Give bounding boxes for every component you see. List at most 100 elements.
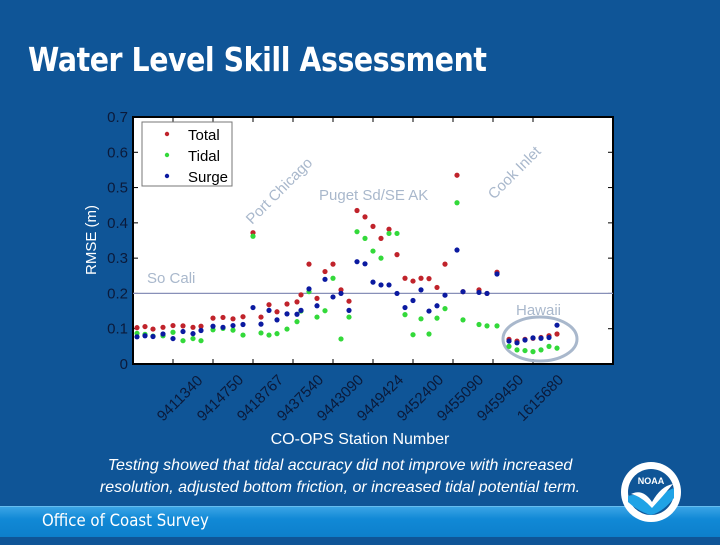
data-point-surge bbox=[170, 335, 176, 342]
data-point-tidal bbox=[198, 338, 204, 344]
data-point-total bbox=[442, 261, 448, 267]
y-tick-label: 0 bbox=[120, 356, 128, 373]
data-point-total bbox=[230, 316, 236, 322]
y-tick-label: 0.6 bbox=[107, 144, 128, 161]
y-tick-label: 0.7 bbox=[107, 109, 128, 126]
annotation-label: Puget Sd/SE AK bbox=[319, 187, 428, 204]
data-point-tidal bbox=[538, 347, 544, 353]
data-point-tidal bbox=[484, 323, 490, 329]
data-point-total bbox=[294, 299, 300, 305]
data-point-tidal bbox=[546, 343, 552, 349]
data-point-surge bbox=[394, 290, 400, 297]
data-point-surge bbox=[258, 321, 264, 327]
data-point-surge bbox=[330, 294, 336, 300]
data-point-surge bbox=[142, 333, 148, 339]
data-point-surge bbox=[554, 322, 560, 328]
data-point-tidal bbox=[322, 308, 328, 314]
data-point-surge bbox=[386, 282, 392, 288]
data-point-tidal bbox=[230, 327, 236, 333]
data-point-tidal bbox=[284, 326, 290, 332]
data-point-total bbox=[220, 314, 226, 321]
data-point-surge bbox=[402, 304, 408, 311]
data-point-tidal bbox=[378, 255, 384, 261]
data-point-surge bbox=[442, 292, 448, 298]
legend-label: Total bbox=[188, 127, 220, 144]
caption: Testing showed that tidal accuracy did n… bbox=[40, 455, 640, 499]
data-point-surge bbox=[266, 307, 272, 313]
y-axis-title: RMSE (m) bbox=[83, 205, 100, 275]
data-point-total bbox=[454, 172, 460, 178]
data-point-total bbox=[180, 323, 186, 329]
data-point-tidal bbox=[294, 319, 300, 325]
legend-label: Tidal bbox=[188, 148, 220, 165]
data-point-total bbox=[410, 278, 416, 284]
data-point-tidal bbox=[170, 329, 176, 335]
data-point-tidal bbox=[506, 343, 512, 349]
data-point-surge bbox=[134, 334, 140, 340]
data-point-total bbox=[354, 207, 360, 214]
data-point-surge bbox=[418, 287, 424, 293]
hawaii-highlight-ellipse bbox=[501, 315, 579, 363]
footer-label: Office of Coast Survey bbox=[42, 511, 209, 531]
y-tick-label: 0.3 bbox=[107, 250, 128, 267]
data-point-surge bbox=[180, 328, 186, 335]
data-point-tidal bbox=[442, 306, 448, 312]
data-point-total bbox=[434, 284, 440, 291]
data-point-surge bbox=[284, 311, 290, 317]
data-point-total bbox=[198, 323, 204, 329]
data-point-surge bbox=[294, 311, 300, 317]
y-tick-label: 0.5 bbox=[107, 180, 128, 197]
data-point-tidal bbox=[266, 332, 272, 338]
data-point-surge bbox=[160, 331, 166, 337]
data-point-tidal bbox=[434, 315, 440, 321]
data-point-tidal bbox=[274, 331, 280, 337]
data-point-surge bbox=[190, 331, 196, 337]
data-point-total bbox=[394, 252, 400, 258]
data-point-total bbox=[240, 314, 246, 320]
data-point-surge bbox=[546, 334, 552, 341]
data-point-total bbox=[266, 302, 272, 308]
data-point-surge bbox=[484, 290, 490, 297]
data-point-tidal bbox=[180, 338, 186, 344]
data-point-tidal bbox=[386, 230, 392, 237]
data-point-surge bbox=[346, 307, 352, 313]
data-point-surge bbox=[370, 279, 376, 285]
data-point-total bbox=[306, 261, 312, 267]
data-point-surge bbox=[426, 308, 432, 314]
svg-text:NOAA: NOAA bbox=[638, 476, 665, 486]
data-points bbox=[134, 172, 560, 355]
data-point-surge bbox=[250, 304, 256, 311]
data-point-total bbox=[258, 314, 264, 320]
slide-title: Water Level Skill Assessment bbox=[28, 40, 487, 79]
data-point-tidal bbox=[410, 332, 416, 338]
data-point-tidal bbox=[190, 335, 196, 342]
data-point-surge bbox=[150, 333, 156, 340]
data-point-surge bbox=[514, 340, 520, 346]
data-point-total bbox=[298, 292, 304, 298]
data-point-surge bbox=[362, 261, 368, 267]
data-point-surge bbox=[506, 338, 512, 344]
noaa-logo-icon: NOAA bbox=[621, 462, 681, 522]
data-point-surge bbox=[198, 327, 204, 334]
data-point-surge bbox=[210, 323, 216, 329]
data-point-surge bbox=[306, 286, 312, 292]
data-point-total bbox=[134, 325, 140, 331]
data-point-surge bbox=[494, 271, 500, 277]
data-point-surge bbox=[274, 317, 280, 323]
data-point-total bbox=[426, 276, 432, 282]
data-point-total bbox=[314, 295, 320, 301]
data-point-total bbox=[554, 331, 560, 337]
data-point-surge bbox=[476, 289, 482, 295]
data-point-total bbox=[150, 326, 156, 332]
y-tick-label: 0.2 bbox=[107, 285, 128, 302]
legend-label: Surge bbox=[188, 169, 228, 186]
data-point-surge bbox=[434, 303, 440, 309]
data-point-tidal bbox=[314, 314, 320, 320]
data-point-tidal bbox=[394, 230, 400, 237]
data-point-tidal bbox=[362, 235, 368, 241]
data-point-total bbox=[210, 315, 216, 321]
data-point-tidal bbox=[494, 323, 500, 329]
data-point-tidal bbox=[522, 347, 528, 354]
data-point-surge bbox=[220, 324, 226, 330]
